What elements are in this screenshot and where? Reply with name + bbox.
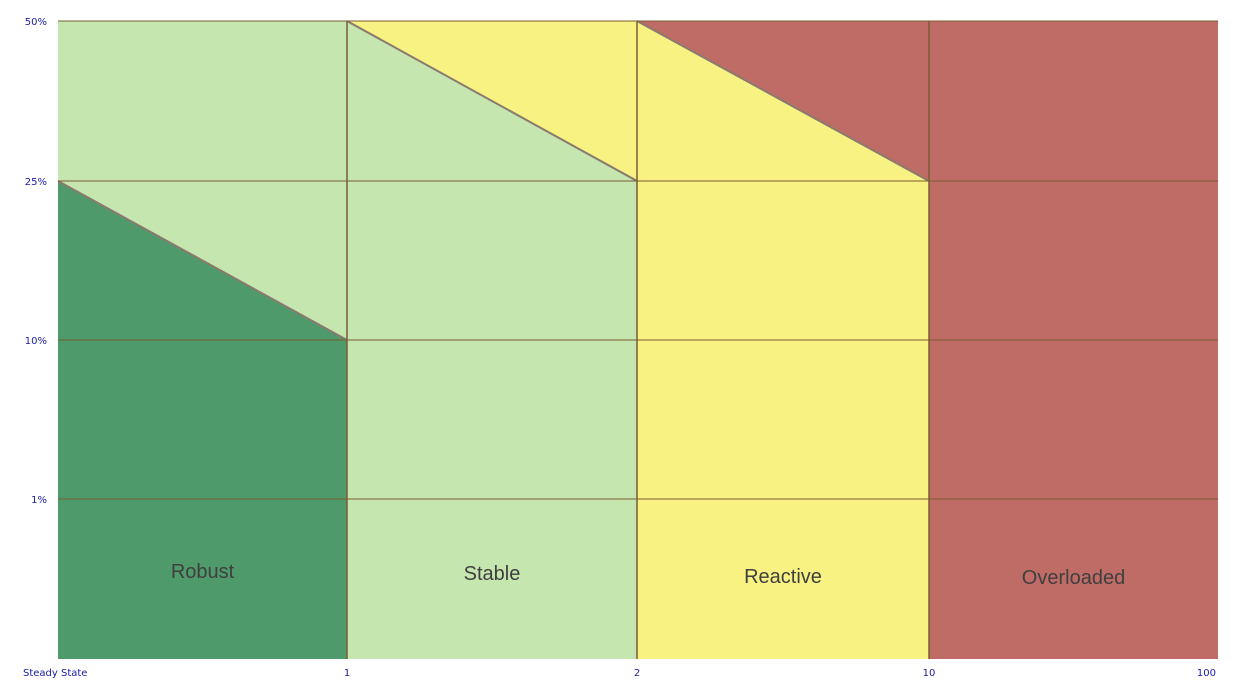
zone-label-overloaded: Overloaded	[1022, 567, 1125, 589]
y-tick-label: 10%	[25, 336, 47, 347]
y-tick-label: 50%	[25, 17, 47, 28]
y-tick-label: 1%	[31, 495, 47, 506]
x-tick-label: 100	[1197, 668, 1216, 679]
x-tick-label: 1	[344, 668, 350, 679]
zone-labels: Robust Stable Reactive Overloaded	[171, 561, 1125, 589]
zone-label-robust: Robust	[171, 561, 235, 583]
grid-lines	[57, 20, 1218, 659]
zone-label-stable: Stable	[464, 563, 521, 585]
x-tick-label: 2	[634, 668, 640, 679]
y-axis-ticks: 50% 25% 10% 1%	[25, 17, 47, 506]
zone-boundary-line-3	[636, 20, 930, 182]
y-tick-label: 25%	[25, 177, 47, 188]
x-tick-label: 10	[923, 668, 936, 679]
x-axis-ticks: Steady State 1 2 10 100	[23, 668, 1216, 679]
zone-boundary-line-2	[346, 20, 638, 182]
zone-boundary-line-1	[57, 180, 348, 341]
zone-label-reactive: Reactive	[744, 566, 822, 588]
x-tick-label: Steady State	[23, 668, 87, 679]
